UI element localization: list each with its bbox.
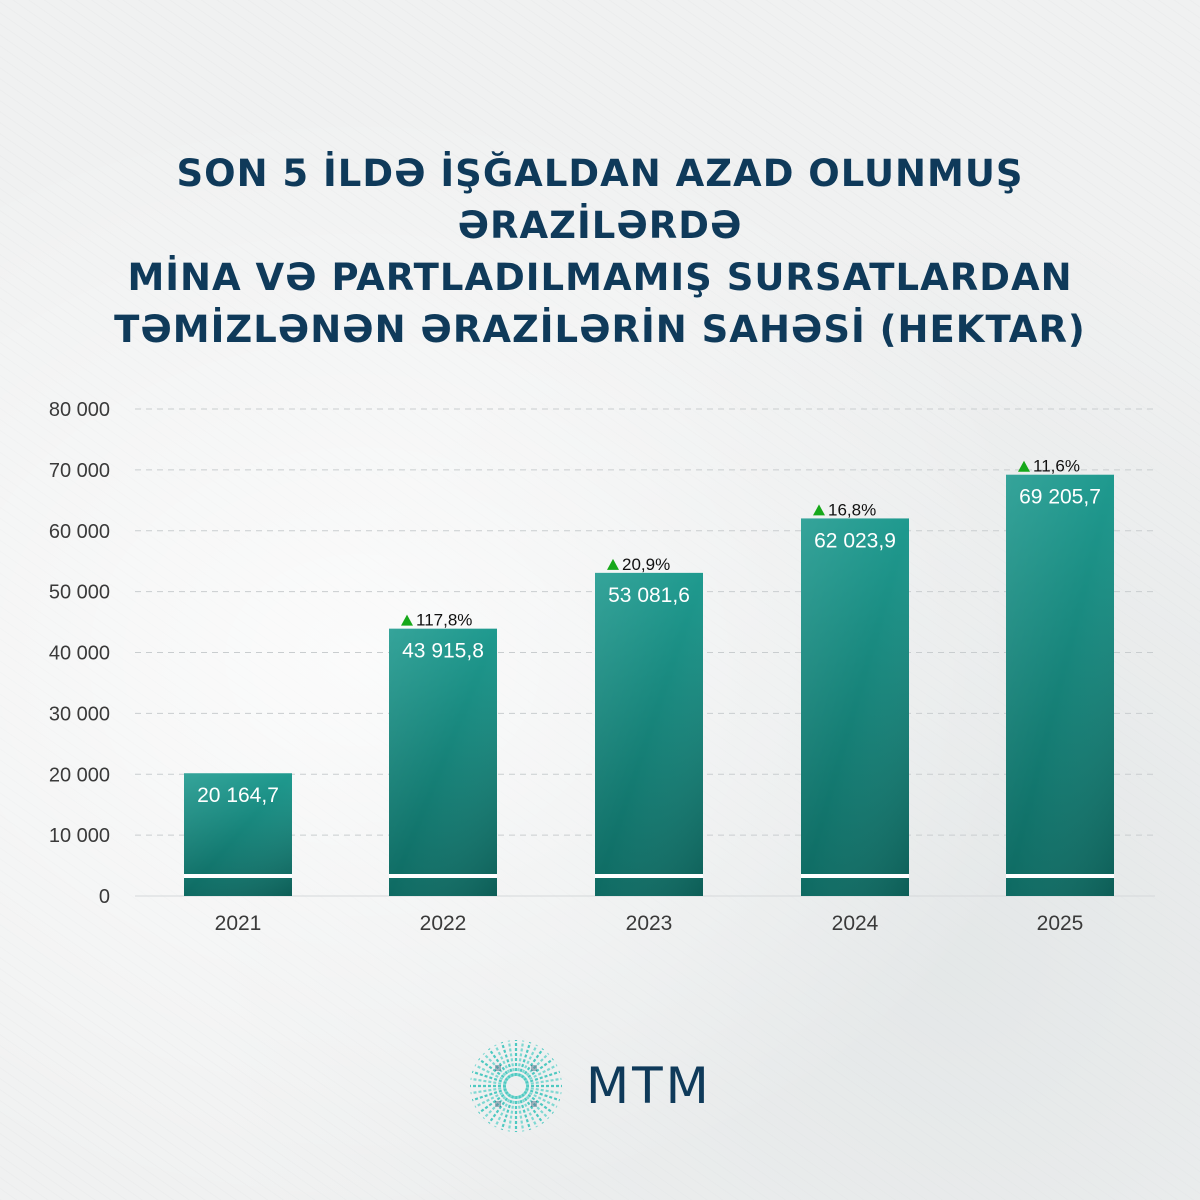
logo-ray xyxy=(520,1093,544,1124)
radiating-lines-icon xyxy=(470,1040,562,1132)
bars: 20 164,7 43 915,8 117,8% 53 081,6 20,9% 62 02… xyxy=(184,457,1114,896)
y-tick-label: 50 000 xyxy=(49,582,110,604)
growth-label: 11,6% xyxy=(1033,457,1080,476)
chart-title-line-1: SON 5 İLDƏ İŞĞALDAN AZAD OLUNMUŞ ƏRAZİLƏ… xyxy=(176,152,1024,247)
y-tick-label: 80 000 xyxy=(49,399,110,421)
chart-title-line-2: MİNA VƏ PARTLADILMAMIŞ SURSATLARDAN xyxy=(127,256,1073,299)
logo-corner-dot xyxy=(495,1065,501,1071)
logo-ray xyxy=(482,1092,510,1120)
y-axis-ticks: 0 10 000 20 000 30 000 40 000 50 000 60 000 70 … xyxy=(49,399,110,908)
logo-ray xyxy=(482,1052,510,1080)
bar-white-stripe xyxy=(801,874,909,878)
mtm-logo: MTM xyxy=(468,1038,712,1134)
bar-chart: 0 10 000 20 000 30 000 40 000 50 000 60 000 70 … xyxy=(49,399,1155,935)
bar-group: 62 023,9 16,8% xyxy=(801,500,909,896)
y-tick-label: 10 000 xyxy=(49,825,110,847)
logo-ray xyxy=(470,1086,507,1095)
growth-label: 16,8% xyxy=(828,500,876,519)
bar-sheen xyxy=(1006,474,1114,896)
logo-ray xyxy=(478,1090,509,1114)
bar-white-stripe xyxy=(184,874,292,878)
logo-ray xyxy=(522,1052,550,1080)
growth-label: 117,8% xyxy=(416,611,472,630)
logo-corner-dot xyxy=(495,1101,501,1107)
y-tick-label: 60 000 xyxy=(49,521,110,543)
bar-white-stripe xyxy=(595,874,703,878)
logo-ray xyxy=(507,1095,516,1132)
logo-ray xyxy=(471,1088,507,1102)
data-label: 43 915,8 xyxy=(402,640,484,663)
x-axis-ticks: 2021 2022 2023 2024 2025 xyxy=(215,912,1084,935)
logo-ray xyxy=(520,1048,544,1079)
logo-ray xyxy=(522,1092,550,1120)
x-tick-label: 2023 xyxy=(626,912,673,935)
logo-corner-dot xyxy=(531,1065,537,1071)
logo-ray xyxy=(488,1093,512,1124)
y-tick-label: 20 000 xyxy=(49,764,110,786)
y-tick-label: 30 000 xyxy=(49,703,110,725)
bar-group: 53 081,6 20,9% xyxy=(595,555,703,896)
bar-sheen xyxy=(595,572,703,896)
bar-white-stripe xyxy=(389,874,497,878)
up-arrow-icon xyxy=(1018,460,1030,472)
y-tick-label: 70 000 xyxy=(49,460,110,482)
data-label: 69 205,7 xyxy=(1019,486,1101,509)
logo-ray xyxy=(525,1077,562,1086)
x-tick-label: 2022 xyxy=(420,912,467,935)
bar-white-stripe xyxy=(1006,874,1114,878)
y-tick-label: 40 000 xyxy=(49,643,110,665)
bar-sheen xyxy=(801,518,909,896)
x-tick-label: 2021 xyxy=(215,912,262,935)
up-arrow-icon xyxy=(401,614,413,626)
bar-group: 43 915,8 117,8% xyxy=(389,611,497,896)
logo-ray xyxy=(470,1077,507,1086)
x-tick-label: 2024 xyxy=(832,912,879,935)
bar-group: 69 205,7 11,6% xyxy=(1006,457,1114,896)
up-arrow-icon xyxy=(607,558,619,570)
logo-text: MTM xyxy=(586,1057,712,1115)
logo-ray xyxy=(471,1070,507,1084)
growth-label: 20,9% xyxy=(622,555,670,574)
data-label: 20 164,7 xyxy=(197,784,279,807)
data-label: 53 081,6 xyxy=(608,584,690,607)
logo-ray xyxy=(525,1086,562,1095)
chart-title: SON 5 İLDƏ İŞĞALDAN AZAD OLUNMUŞ ƏRAZİLƏ… xyxy=(60,148,1140,356)
y-tick-label: 0 xyxy=(99,886,110,908)
bar-group: 20 164,7 xyxy=(184,773,292,896)
x-tick-label: 2025 xyxy=(1037,912,1084,935)
bar-sheen xyxy=(389,628,497,896)
data-label: 62 023,9 xyxy=(814,529,896,552)
logo-corner-dot xyxy=(531,1101,537,1107)
logo-ray xyxy=(507,1040,516,1077)
chart-title-line-3: TƏMİZLƏNƏN ƏRAZİLƏRİN SAHƏSİ (HEKTAR) xyxy=(114,308,1086,351)
up-arrow-icon xyxy=(813,504,825,516)
logo-ray xyxy=(488,1048,512,1079)
